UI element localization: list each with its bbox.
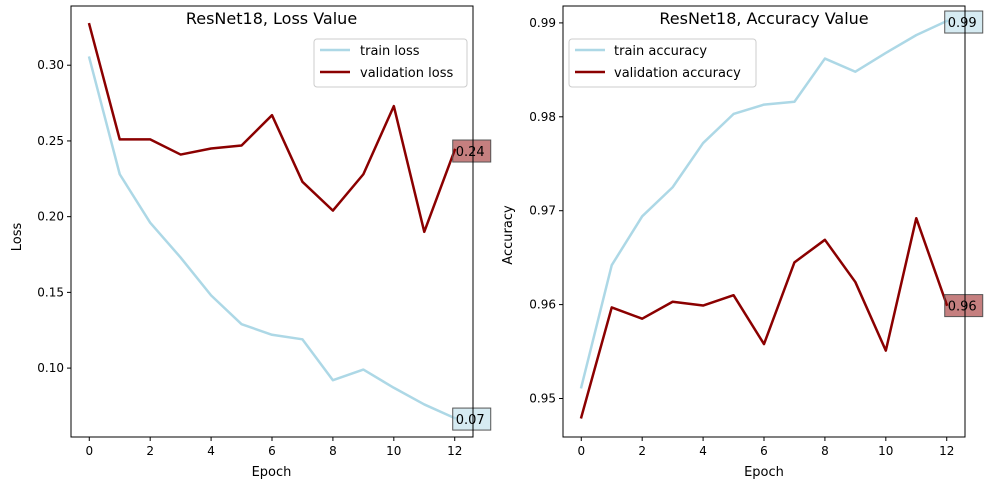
x-tick-label: 0 bbox=[85, 444, 93, 458]
end-value-annotation: 0.96 bbox=[944, 294, 984, 318]
x-tick-label: 8 bbox=[821, 444, 829, 458]
loss-chart-panel: ResNet18, Loss Value Epoch Loss 0 2 4 6 8 10 1… bbox=[10, 5, 492, 480]
y-tick-label: 0.30 bbox=[37, 58, 64, 72]
accuracy-axis-ticks: 0 2 4 6 8 10 12 0.95 0.96 0.97 0.98 0.99 bbox=[529, 16, 954, 458]
y-tick-label: 0.10 bbox=[37, 361, 64, 375]
x-tick-label: 6 bbox=[760, 444, 768, 458]
x-tick-label: 8 bbox=[329, 444, 337, 458]
y-tick-label: 0.97 bbox=[529, 204, 556, 218]
annotation-box bbox=[452, 139, 492, 163]
y-tick-label: 0.20 bbox=[37, 210, 64, 224]
y-tick-label: 0.96 bbox=[529, 298, 556, 312]
annotation-label: 0.96 bbox=[948, 300, 977, 315]
legend-box bbox=[313, 38, 468, 88]
annotation-box bbox=[944, 10, 984, 34]
x-axis-label: Epoch bbox=[252, 465, 292, 480]
y-tick-label: 0.25 bbox=[37, 134, 64, 148]
chart-title: ResNet18, Accuracy Value bbox=[659, 9, 868, 28]
x-tick-label: 12 bbox=[447, 444, 462, 458]
annotation-label: 0.99 bbox=[948, 16, 977, 31]
y-axis-label: Loss bbox=[10, 223, 25, 252]
x-tick-label: 10 bbox=[878, 444, 893, 458]
end-value-annotation: 0.99 bbox=[944, 10, 984, 34]
x-axis-label: Epoch bbox=[744, 465, 784, 480]
legend-label-train-accuracy: train accuracy bbox=[614, 44, 707, 59]
legend-label-train-loss: train loss bbox=[360, 44, 420, 59]
y-tick-label: 0.98 bbox=[529, 110, 556, 124]
loss-end-annotations: 0.07 0.24 bbox=[452, 139, 492, 431]
plot-frame bbox=[562, 5, 966, 438]
accuracy-chart-panel: ResNet18, Accuracy Value Epoch Accuracy … bbox=[501, 5, 984, 480]
legend-label-validation-loss: validation loss bbox=[360, 66, 453, 81]
series-line-validation-loss bbox=[87, 22, 457, 234]
legend: train loss validation loss bbox=[313, 38, 468, 88]
legend-label-validation-accuracy: validation accuracy bbox=[614, 66, 741, 81]
y-tick-label: 0.99 bbox=[529, 16, 556, 30]
series-line-validation-accuracy bbox=[579, 216, 949, 419]
annotation-box bbox=[944, 294, 984, 318]
legend: train accuracy validation accuracy bbox=[568, 38, 757, 88]
y-tick-label: 0.15 bbox=[37, 285, 64, 299]
x-tick-label: 4 bbox=[207, 444, 215, 458]
end-value-annotation: 0.07 bbox=[452, 407, 492, 431]
y-tick-label: 0.95 bbox=[529, 392, 556, 406]
x-tick-label: 12 bbox=[939, 444, 954, 458]
x-tick-label: 4 bbox=[699, 444, 707, 458]
annotation-box bbox=[452, 407, 492, 431]
legend-box bbox=[568, 38, 757, 88]
annotation-label: 0.07 bbox=[456, 413, 485, 428]
chart-title: ResNet18, Loss Value bbox=[186, 9, 357, 28]
x-tick-label: 6 bbox=[268, 444, 276, 458]
x-tick-label: 0 bbox=[577, 444, 585, 458]
accuracy-end-annotations: 0.99 0.96 bbox=[944, 10, 984, 318]
plot-frame bbox=[70, 5, 474, 438]
loss-axis-ticks: 0 2 4 6 8 10 12 0.10 0.15 0.20 0.25 0.30 bbox=[37, 58, 462, 458]
loss-series-lines bbox=[87, 22, 457, 420]
y-axis-label: Accuracy bbox=[501, 205, 516, 265]
x-tick-label: 10 bbox=[386, 444, 401, 458]
x-tick-label: 2 bbox=[638, 444, 646, 458]
series-line-train-accuracy bbox=[579, 19, 949, 389]
annotation-label: 0.24 bbox=[456, 145, 485, 160]
x-tick-label: 2 bbox=[146, 444, 154, 458]
accuracy-series-lines bbox=[579, 19, 949, 419]
end-value-annotation: 0.24 bbox=[452, 139, 492, 163]
series-line-train-loss bbox=[87, 56, 457, 420]
